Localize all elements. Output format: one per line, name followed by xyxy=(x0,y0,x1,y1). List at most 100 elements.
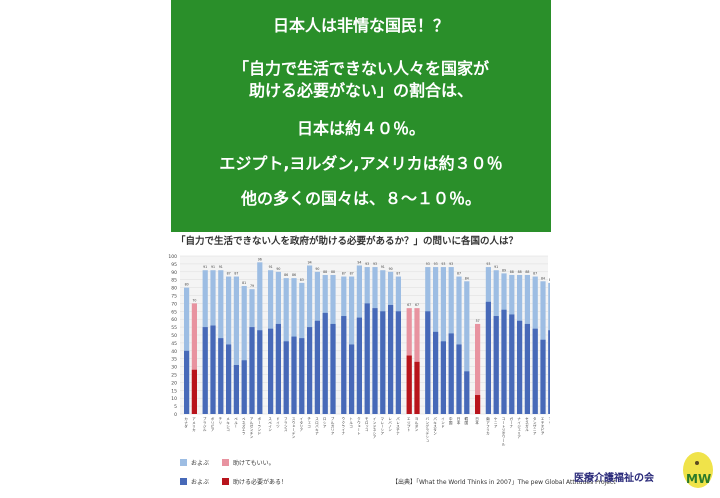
bar-value-label: 93 xyxy=(365,262,369,266)
category-label: レバノン xyxy=(387,417,392,431)
bar-strong xyxy=(191,369,197,414)
bar-strong xyxy=(456,344,462,414)
bar-value-label: 80 xyxy=(185,283,189,287)
bar-strong xyxy=(202,327,208,414)
bar-value-label: 83 xyxy=(300,278,304,282)
bar-strong xyxy=(380,311,386,414)
bar-strong xyxy=(257,330,263,414)
bar-strong xyxy=(532,328,538,414)
category-label: スペイン xyxy=(267,416,272,431)
legend-label: およぶ xyxy=(191,479,210,486)
category-label: アルゼンチン xyxy=(249,416,254,438)
bar-value-label: 88 xyxy=(323,270,327,274)
category-label: インドネシア xyxy=(372,417,377,439)
y-tick-label: 5 xyxy=(174,404,177,410)
y-tick-label: 25 xyxy=(171,373,177,379)
legend-disagree-total: 助けてもいい。 xyxy=(222,458,275,467)
y-tick-label: 90 xyxy=(171,270,177,276)
bar-value-label: 87 xyxy=(533,272,537,276)
bar-value-label: 93 xyxy=(434,262,438,266)
y-tick-label: 100 xyxy=(168,254,177,260)
bar-value-label: 90 xyxy=(276,267,280,271)
bar-strong xyxy=(341,316,347,414)
bar-strong xyxy=(448,333,454,414)
bar-strong xyxy=(425,311,431,414)
bar-value-label: 90 xyxy=(389,267,393,271)
category-label: ガーナ xyxy=(509,416,514,428)
category-label: フランス xyxy=(283,416,288,432)
bar-strong xyxy=(364,303,370,414)
bar-strong xyxy=(517,320,523,414)
bar-value-label: 87 xyxy=(234,272,238,276)
category-label: パキスタン xyxy=(432,417,437,435)
category-label: スロバキア xyxy=(314,416,319,435)
bar-value-label: 96 xyxy=(258,257,262,261)
category-label: 中国 xyxy=(448,416,453,425)
bar-strong xyxy=(485,301,491,414)
bar-value-label: 87 xyxy=(350,272,354,276)
category-label: イタリア xyxy=(299,417,304,432)
headline-banner: 日本人は非情な国民！？ 「自力で生活できない人々を国家が 助ける必要がない」の割… xyxy=(171,0,551,232)
category-label: クウェート xyxy=(356,416,361,435)
category-label: チリ xyxy=(218,416,223,424)
legend-label: 助けてもいい。 xyxy=(233,460,275,467)
bar-value-label: 87 xyxy=(457,272,461,276)
bar-value-label: 67 xyxy=(415,303,419,307)
category-label: インド xyxy=(440,417,445,428)
category-label: ナイジェリア xyxy=(516,417,521,439)
bar-total xyxy=(241,286,247,414)
bar-total xyxy=(233,276,239,414)
category-label: パレスチナ xyxy=(395,417,400,436)
logo-eye xyxy=(695,461,699,465)
category-label: ベネズエラ xyxy=(241,417,246,436)
banner-line-3: 助ける必要がない」の割合は、 xyxy=(248,81,473,100)
category-label: セネガル xyxy=(524,416,529,431)
y-tick-label: 60 xyxy=(171,317,177,323)
category-label: トルコ xyxy=(348,417,353,428)
category-label: ドイツ xyxy=(275,417,280,428)
legend-swatch xyxy=(222,478,229,485)
bar-strong xyxy=(299,338,305,414)
bar-strong xyxy=(433,331,439,414)
category-label: メキシコ xyxy=(225,417,230,432)
bar-value-label: 87 xyxy=(227,272,231,276)
bar-strong xyxy=(322,312,328,414)
banner-line-4: 日本は約４０％。 xyxy=(296,119,425,138)
legend-strong-agree: およぶ xyxy=(180,477,209,486)
bar-value-label: 57 xyxy=(476,319,480,323)
bar-strong xyxy=(440,341,446,414)
category-label: 韓国 xyxy=(464,416,469,425)
y-tick-label: 65 xyxy=(171,309,177,315)
y-tick-label: 40 xyxy=(171,349,177,355)
bar-value-label: 91 xyxy=(381,265,385,269)
legend-swatch xyxy=(180,459,187,466)
category-label: マレーシア xyxy=(380,417,385,436)
bar-strong xyxy=(314,320,320,414)
logo-mark-text: MW xyxy=(686,472,711,486)
banner-line-2: 「自力で生活できない人々を国家が xyxy=(232,59,489,78)
y-tick-label: 10 xyxy=(171,396,177,402)
bar-strong xyxy=(283,341,289,414)
bar-strong xyxy=(226,344,232,414)
category-label: エジプト xyxy=(406,417,411,431)
bar-strong xyxy=(275,323,281,414)
bar-strong xyxy=(372,308,378,414)
y-tick-label: 20 xyxy=(171,380,177,386)
bar-strong xyxy=(349,344,355,414)
bar-value-label: 94 xyxy=(308,260,312,264)
bar-value-label: 70 xyxy=(192,298,196,302)
category-label: ウクライナ xyxy=(341,416,346,435)
bar-value-label: 88 xyxy=(331,270,335,274)
bar-strong xyxy=(501,309,507,414)
bar-strong xyxy=(509,314,515,414)
bar-value-label: 91 xyxy=(494,265,498,269)
bar-strong xyxy=(524,323,530,414)
bar-total xyxy=(475,323,481,414)
bar-strong xyxy=(414,361,420,414)
bar-total xyxy=(440,267,446,414)
bar-strong xyxy=(330,323,336,414)
category-label: マリ xyxy=(548,417,550,424)
bar-total xyxy=(414,308,420,414)
bar-value-label: 87 xyxy=(342,272,346,276)
banner-line-6: 他の多くの国々は、８～１０％。 xyxy=(240,189,481,208)
